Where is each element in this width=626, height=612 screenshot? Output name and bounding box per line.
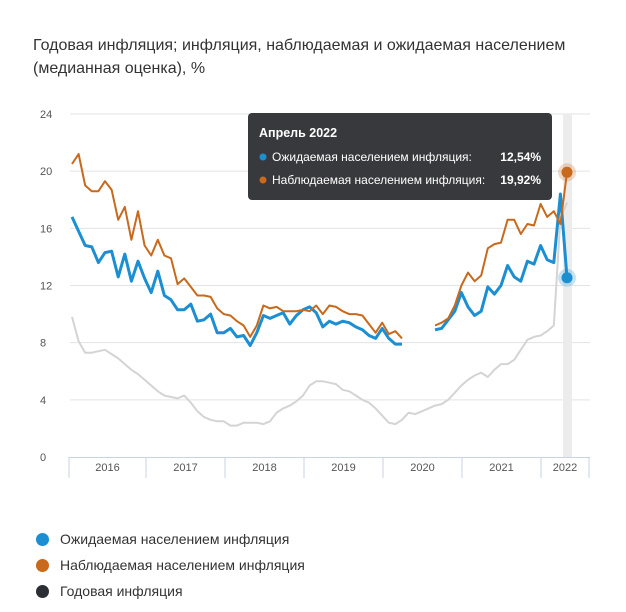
legend-item-expected[interactable]: Ожидаемая населением инфляция	[36, 526, 305, 552]
hover-marker[interactable]	[561, 166, 573, 178]
legend-item-annual[interactable]: Годовая инфляция	[36, 578, 305, 604]
tooltip-title: Апрель 2022	[259, 126, 337, 140]
tooltip-dot-observed	[259, 176, 267, 184]
x-tick-label: 2017	[173, 462, 197, 474]
series-line-observed	[71, 153, 568, 340]
legend-item-observed[interactable]: Наблюдаемая населением инфляция	[36, 552, 305, 578]
y-tick-label: 0	[40, 452, 46, 464]
x-tick-label: 2020	[410, 462, 434, 474]
y-tick-label: 4	[40, 395, 46, 407]
tooltip: Апрель 2022 Ожидаемая населением инфляци…	[248, 113, 552, 200]
hover-band	[563, 114, 572, 457]
tooltip-label-expected: Ожидаемая населением инфляция:	[272, 150, 472, 164]
series-line-expected	[70, 192, 569, 347]
legend-dot-icon	[36, 558, 49, 572]
legend-label: Годовая инфляция	[60, 583, 183, 599]
legend-dot-icon	[36, 584, 49, 598]
chart-title: Годовая инфляция; инфляция, наблюдаемая …	[33, 37, 566, 77]
x-tick-label: 2016	[95, 462, 119, 474]
y-tick-label: 8	[40, 338, 46, 350]
legend-dot-icon	[36, 532, 49, 546]
y-tick-label: 12	[40, 281, 52, 293]
x-tick-label: 2021	[489, 462, 513, 474]
y-tick-label: 24	[40, 109, 52, 121]
tooltip-value-expected: 12,54%	[500, 150, 541, 164]
legend: Ожидаемая населением инфляция Наблюдаема…	[36, 526, 305, 604]
tooltip-box	[248, 113, 552, 200]
x-tick-label: 2018	[252, 462, 276, 474]
series-line-annual	[71, 202, 568, 427]
y-tick-label: 20	[40, 166, 52, 178]
tooltip-label-observed: Наблюдаемая населением инфляция:	[272, 173, 485, 187]
tooltip-dot-expected	[259, 153, 267, 161]
y-tick-label: 16	[40, 223, 52, 235]
legend-label: Наблюдаемая населением инфляция	[60, 557, 305, 573]
legend-label: Ожидаемая населением инфляция	[60, 531, 290, 547]
tooltip-value-observed: 19,92%	[500, 173, 541, 187]
x-tick-label: 2022	[553, 462, 577, 474]
hover-marker[interactable]	[561, 272, 573, 284]
x-tick-label: 2019	[331, 462, 355, 474]
